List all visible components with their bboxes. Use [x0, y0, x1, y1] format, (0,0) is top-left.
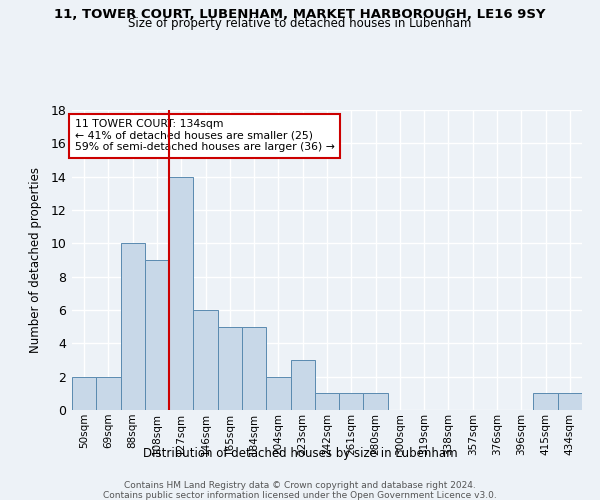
Bar: [266, 376, 290, 410]
Y-axis label: Number of detached properties: Number of detached properties: [29, 167, 42, 353]
Bar: [169, 176, 193, 410]
Bar: [193, 310, 218, 410]
Bar: [558, 394, 582, 410]
Bar: [218, 326, 242, 410]
Text: 11, TOWER COURT, LUBENHAM, MARKET HARBOROUGH, LE16 9SY: 11, TOWER COURT, LUBENHAM, MARKET HARBOR…: [54, 8, 546, 20]
Bar: [533, 394, 558, 410]
Bar: [242, 326, 266, 410]
Bar: [96, 376, 121, 410]
Text: 11 TOWER COURT: 134sqm
← 41% of detached houses are smaller (25)
59% of semi-det: 11 TOWER COURT: 134sqm ← 41% of detached…: [74, 119, 334, 152]
Bar: [339, 394, 364, 410]
Text: Distribution of detached houses by size in Lubenham: Distribution of detached houses by size …: [143, 448, 457, 460]
Bar: [145, 260, 169, 410]
Text: Contains public sector information licensed under the Open Government Licence v3: Contains public sector information licen…: [103, 491, 497, 500]
Bar: [72, 376, 96, 410]
Bar: [364, 394, 388, 410]
Text: Contains HM Land Registry data © Crown copyright and database right 2024.: Contains HM Land Registry data © Crown c…: [124, 481, 476, 490]
Bar: [121, 244, 145, 410]
Bar: [290, 360, 315, 410]
Text: Size of property relative to detached houses in Lubenham: Size of property relative to detached ho…: [128, 18, 472, 30]
Bar: [315, 394, 339, 410]
